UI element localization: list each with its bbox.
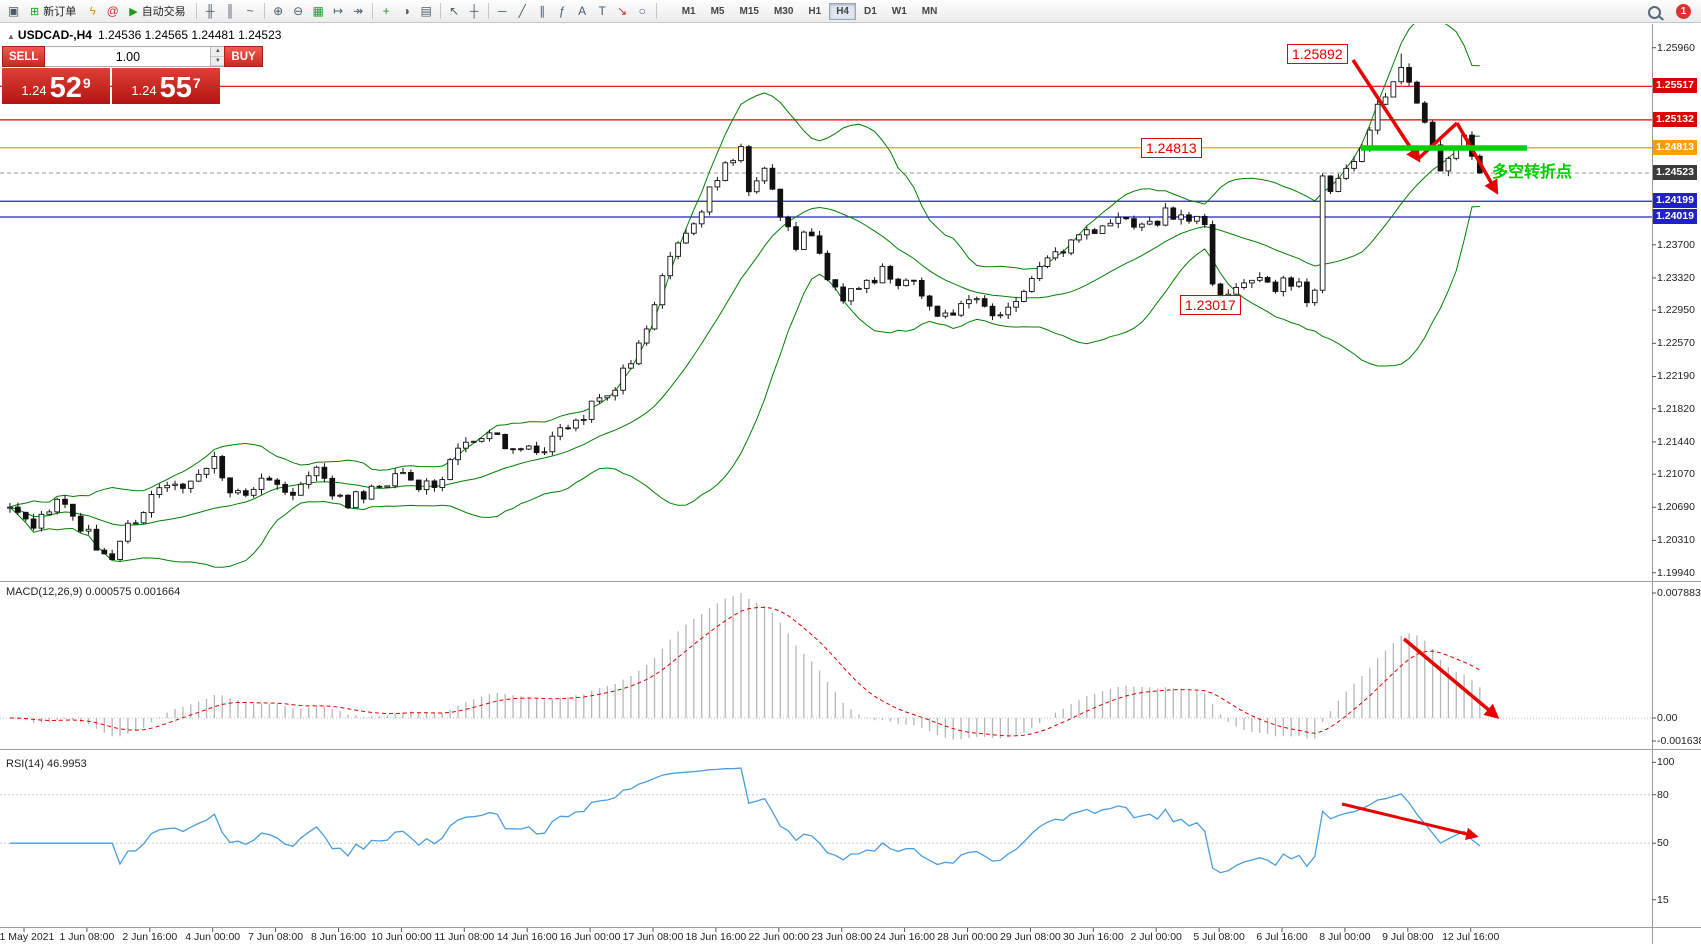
autotrade-button[interactable]: ▶ 自动交易: [123, 2, 191, 21]
label-tool-icon[interactable]: T: [598, 4, 606, 18]
timeframe-m15[interactable]: M15: [733, 3, 766, 20]
macd-label: MACD(12,26,9) 0.000575 0.001664: [6, 586, 181, 598]
chart-bars-icon[interactable]: ╫: [205, 4, 215, 18]
fibonacci-icon[interactable]: ƒ: [558, 4, 566, 18]
annotation-peak-price[interactable]: 1.25892: [1287, 44, 1348, 64]
zoom-out-icon[interactable]: ⊖: [293, 4, 304, 18]
shapes-tool-icon[interactable]: ○: [638, 4, 646, 18]
annotation-support-price[interactable]: 1.24813: [1141, 138, 1202, 158]
volume-down-icon[interactable]: ▼: [211, 56, 225, 66]
toolbar-separator: [487, 3, 489, 19]
chart-shift-icon[interactable]: ↠: [353, 4, 364, 18]
search-icon[interactable]: [1648, 6, 1661, 19]
rsi-panel: [10, 767, 1481, 874]
autotrade-label: 自动交易: [141, 6, 186, 18]
text-tool-icon[interactable]: A: [578, 4, 587, 18]
volume-field: ▲ ▼: [45, 46, 225, 67]
timeframe-m1[interactable]: M1: [675, 3, 703, 20]
chart-header: ▲ USDCAD-,H4 1.24536 1.24565 1.24481 1.245…: [7, 28, 281, 42]
trendline-icon[interactable]: ╱: [518, 4, 526, 18]
community-icon[interactable]: @: [106, 4, 119, 18]
one-click-trading-icon[interactable]: ϟ: [89, 4, 96, 18]
periods-icon[interactable]: ◑: [402, 4, 410, 18]
sell-price-prefix: 1.24: [21, 83, 47, 98]
new-order-icon: ⊞: [30, 5, 40, 18]
zoom-in-icon[interactable]: ⊕: [273, 4, 284, 18]
toolbar-separator: [655, 3, 657, 19]
timeframe-w1[interactable]: W1: [885, 3, 914, 20]
indicators-icon[interactable]: +: [382, 4, 390, 18]
toolbar-separator: [439, 3, 441, 19]
arrows-tool-icon[interactable]: ↘: [617, 4, 628, 18]
annotation-low-price[interactable]: 1.23017: [1180, 295, 1241, 315]
buy-price-prefix: 1.24: [131, 83, 157, 98]
chart-candles-icon[interactable]: ║: [225, 4, 235, 18]
one-click-trading-widget: SELL ▲ ▼ BUY 1.24 52 9 1.24 55 7: [2, 46, 263, 104]
annotation-turning-point[interactable]: 多空转折点: [1492, 164, 1573, 181]
volume-up-icon[interactable]: ▲: [211, 47, 225, 57]
candles-layer: [7, 53, 1483, 562]
rsi-label: RSI(14) 46.9953: [6, 758, 87, 770]
toolbar: ▣ ⊞ 新订单 ϟ @ ▶ 自动交易 ╫ ║ ~ ⊕ ⊖ ▦ ↦ ↠ + ◑ ▤…: [0, 0, 1701, 23]
buy-price-pip: 7: [192, 75, 201, 91]
analyst-drawings[interactable]: [1341, 59, 1527, 841]
timeframe-mn[interactable]: MN: [915, 3, 945, 20]
notification-badge[interactable]: 1: [1676, 4, 1691, 19]
symbol-title: USDCAD-,H4: [17, 28, 92, 42]
buy-price-big: 55: [159, 72, 192, 104]
sell-price-panel[interactable]: 1.24 52 9: [2, 68, 110, 104]
timeframe-toolbar: M1 M5 M15 M30 H1 H4 D1 W1 MN: [675, 2, 945, 20]
timeframe-h1[interactable]: H1: [801, 3, 828, 20]
window-collapse-icon[interactable]: ▲: [7, 32, 15, 41]
auto-scroll-icon[interactable]: ↦: [333, 4, 344, 18]
ohlc-readout: 1.24536 1.24565 1.24481 1.24523: [97, 28, 282, 42]
sell-price-pip: 9: [82, 75, 91, 91]
timeframe-d1[interactable]: D1: [857, 3, 884, 20]
chart-line-icon[interactable]: ~: [246, 4, 254, 18]
new-order-label: 新订单: [43, 6, 77, 18]
buy-button[interactable]: BUY: [224, 46, 263, 67]
timeframe-h4[interactable]: H4: [829, 2, 856, 20]
buy-price-panel[interactable]: 1.24 55 7: [112, 68, 220, 104]
toolbar-separator: [195, 3, 197, 19]
sell-price-big: 52: [49, 72, 82, 104]
volume-stepper: ▲ ▼: [210, 47, 225, 66]
window-icon[interactable]: ▣: [7, 4, 20, 18]
templates-icon[interactable]: ▤: [420, 4, 432, 18]
channel-icon[interactable]: ∥: [539, 4, 546, 18]
tile-windows-icon[interactable]: ▦: [312, 4, 324, 18]
horizontal-line-icon[interactable]: ─: [497, 4, 507, 18]
toolbar-separator: [371, 3, 373, 19]
timeframe-m5[interactable]: M5: [704, 3, 732, 20]
timeframe-m30[interactable]: M30: [767, 3, 800, 20]
new-order-button[interactable]: ⊞ 新订单: [24, 2, 82, 21]
autotrade-play-icon: ▶: [129, 5, 138, 18]
crosshair-icon[interactable]: ┼: [469, 4, 479, 18]
sell-button[interactable]: SELL: [2, 46, 46, 67]
toolbar-separator: [263, 3, 265, 19]
volume-input[interactable]: [45, 47, 211, 66]
main-chart-panel: [0, 24, 1652, 568]
cursor-icon[interactable]: ↖: [449, 4, 460, 18]
